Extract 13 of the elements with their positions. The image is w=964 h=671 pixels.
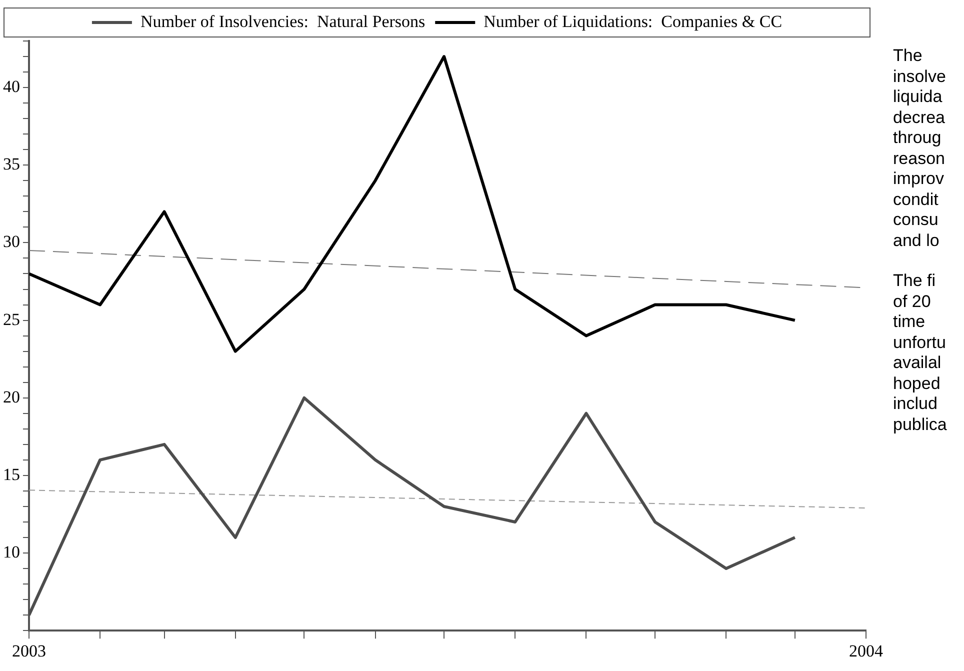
y-tick-label: 25 [3, 310, 20, 329]
y-tick-label: 15 [3, 464, 20, 484]
legend-label: Number of Liquidations: Companies & CC [484, 12, 782, 31]
legend-label: Number of Insolvencies: Natural Persons [140, 12, 426, 31]
y-tick-label: 20 [3, 387, 20, 406]
text: The fi of 20 time unfortu availal hoped includ publica [893, 271, 948, 435]
text: The insolve liquida decrea throug reason improv condit consu and lo [893, 46, 946, 250]
y-tick-label: 10 [3, 542, 20, 562]
y-tick-label: 40 [3, 77, 20, 96]
x-tick-label: 2003 [12, 641, 46, 660]
x-tick-label: 2004 [849, 641, 884, 660]
y-tick-label: 35 [3, 154, 20, 174]
y-tick-label: 30 [3, 232, 20, 252]
